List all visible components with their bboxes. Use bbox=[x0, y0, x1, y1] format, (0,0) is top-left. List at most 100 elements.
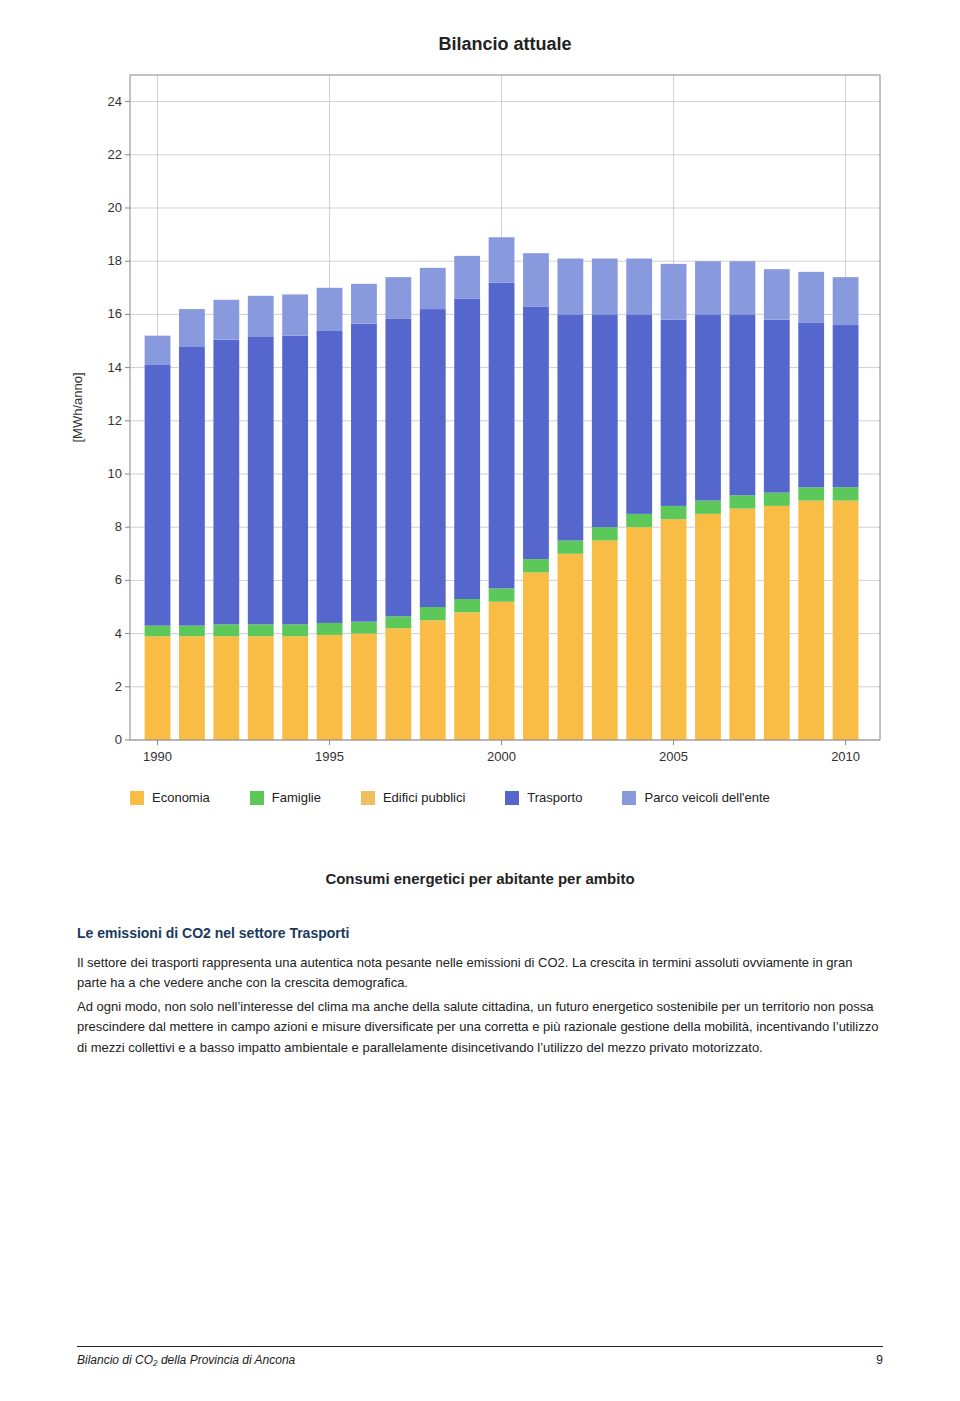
x-tick bbox=[501, 740, 502, 745]
bar-segment bbox=[351, 284, 377, 324]
y-tick-label: 6 bbox=[115, 572, 122, 587]
bar-segment bbox=[317, 635, 343, 740]
bar-segment bbox=[248, 296, 274, 337]
legend-label: Edifici pubblici bbox=[383, 790, 465, 805]
bar-segment bbox=[179, 636, 205, 740]
y-tick-label: 16 bbox=[108, 306, 122, 321]
y-tick bbox=[125, 740, 130, 741]
y-tick-label: 12 bbox=[108, 413, 122, 428]
bar-segment bbox=[282, 336, 308, 625]
bar-segment bbox=[282, 294, 308, 335]
x-tick bbox=[157, 740, 158, 745]
bar-segment bbox=[833, 487, 859, 500]
y-tick-label: 18 bbox=[108, 253, 122, 268]
bar-segment bbox=[798, 501, 824, 740]
bar-segment bbox=[248, 337, 274, 624]
bar-segment bbox=[454, 256, 480, 299]
x-tick bbox=[845, 740, 846, 745]
bar-segment bbox=[351, 634, 377, 740]
x-tick bbox=[673, 740, 674, 745]
y-axis: 024681012141618202224 bbox=[108, 94, 130, 747]
bar-segment bbox=[592, 527, 618, 540]
y-tick bbox=[125, 154, 130, 155]
bar-segment bbox=[695, 514, 721, 740]
bar-segment bbox=[764, 493, 790, 506]
legend-label: Trasporto bbox=[527, 790, 582, 805]
bar-segment bbox=[385, 277, 411, 318]
legend-item: Parco veicoli dell'ente bbox=[622, 790, 769, 805]
bar-segment bbox=[489, 282, 515, 588]
bar-segment bbox=[592, 259, 618, 315]
bar-segment bbox=[557, 541, 583, 554]
bar-segment bbox=[557, 259, 583, 315]
bar-segment bbox=[351, 324, 377, 622]
bar-segment bbox=[420, 607, 446, 620]
legend-item: Famiglie bbox=[250, 790, 321, 805]
bar-segment bbox=[764, 506, 790, 740]
bar-segment bbox=[523, 559, 549, 572]
legend-swatch bbox=[250, 791, 264, 805]
y-tick bbox=[125, 633, 130, 634]
bars bbox=[145, 237, 859, 740]
bar-segment bbox=[145, 336, 171, 365]
y-grid-line bbox=[130, 208, 880, 209]
x-tick bbox=[329, 740, 330, 745]
x-tick-label: 2005 bbox=[659, 749, 688, 764]
legend-item: Trasporto bbox=[505, 790, 582, 805]
bar-segment bbox=[833, 277, 859, 325]
body-paragraph: Ad ogni modo, non solo nell’interesse de… bbox=[77, 997, 883, 1057]
legend-label: Economia bbox=[152, 790, 210, 805]
legend: Economia Famiglie Edifici pubblici Trasport… bbox=[130, 790, 880, 805]
y-grid-line bbox=[130, 101, 880, 102]
y-axis-label: [MWh/anno] bbox=[70, 372, 85, 442]
bar-segment bbox=[248, 624, 274, 636]
y-tick bbox=[125, 314, 130, 315]
bar-segment bbox=[145, 636, 171, 740]
x-tick-label: 1995 bbox=[315, 749, 344, 764]
legend-label: Famiglie bbox=[272, 790, 321, 805]
bar-segment bbox=[661, 519, 687, 740]
legend-item: Economia bbox=[130, 790, 210, 805]
bar-segment bbox=[351, 622, 377, 634]
y-tick bbox=[125, 420, 130, 421]
bar-segment bbox=[523, 306, 549, 559]
bar-segment bbox=[145, 626, 171, 637]
bar-segment bbox=[661, 320, 687, 506]
body-paragraph: Il settore dei trasporti rappresenta una… bbox=[77, 953, 883, 993]
bar-segment bbox=[764, 269, 790, 320]
bar-segment bbox=[729, 261, 755, 314]
bar-segment bbox=[317, 330, 343, 623]
bar-segment bbox=[523, 572, 549, 740]
bar-segment bbox=[489, 602, 515, 740]
footer: Bilancio di CO₂ della Provincia di Ancon… bbox=[77, 1346, 883, 1367]
bar-segment bbox=[729, 314, 755, 495]
bar-segment bbox=[798, 487, 824, 500]
bar-segment bbox=[695, 314, 721, 500]
y-tick bbox=[125, 474, 130, 475]
x-tick-label: 2000 bbox=[487, 749, 516, 764]
bar-segment bbox=[420, 268, 446, 309]
x-tick-label: 2010 bbox=[831, 749, 860, 764]
bar-segment bbox=[454, 612, 480, 740]
section-heading: Le emissioni di CO2 nel settore Trasport… bbox=[77, 925, 883, 941]
footer-text: Bilancio di CO₂ della Provincia di Ancon… bbox=[77, 1353, 295, 1367]
legend-swatch bbox=[130, 791, 144, 805]
bar-segment bbox=[179, 626, 205, 637]
bar-segment bbox=[626, 259, 652, 315]
bar-segment bbox=[764, 320, 790, 493]
y-grid-line bbox=[130, 154, 880, 155]
y-tick-label: 8 bbox=[115, 519, 122, 534]
y-tick-label: 22 bbox=[108, 147, 122, 162]
bar-segment bbox=[385, 628, 411, 740]
bar-segment bbox=[557, 314, 583, 540]
y-tick bbox=[125, 101, 130, 102]
bar-segment bbox=[179, 346, 205, 625]
bar-segment bbox=[145, 365, 171, 626]
y-tick-label: 14 bbox=[108, 360, 122, 375]
bar-segment bbox=[695, 501, 721, 514]
bar-segment bbox=[489, 237, 515, 282]
bar-segment bbox=[661, 506, 687, 519]
bar-segment bbox=[179, 309, 205, 346]
bar-segment bbox=[248, 636, 274, 740]
bar-segment bbox=[213, 624, 239, 636]
